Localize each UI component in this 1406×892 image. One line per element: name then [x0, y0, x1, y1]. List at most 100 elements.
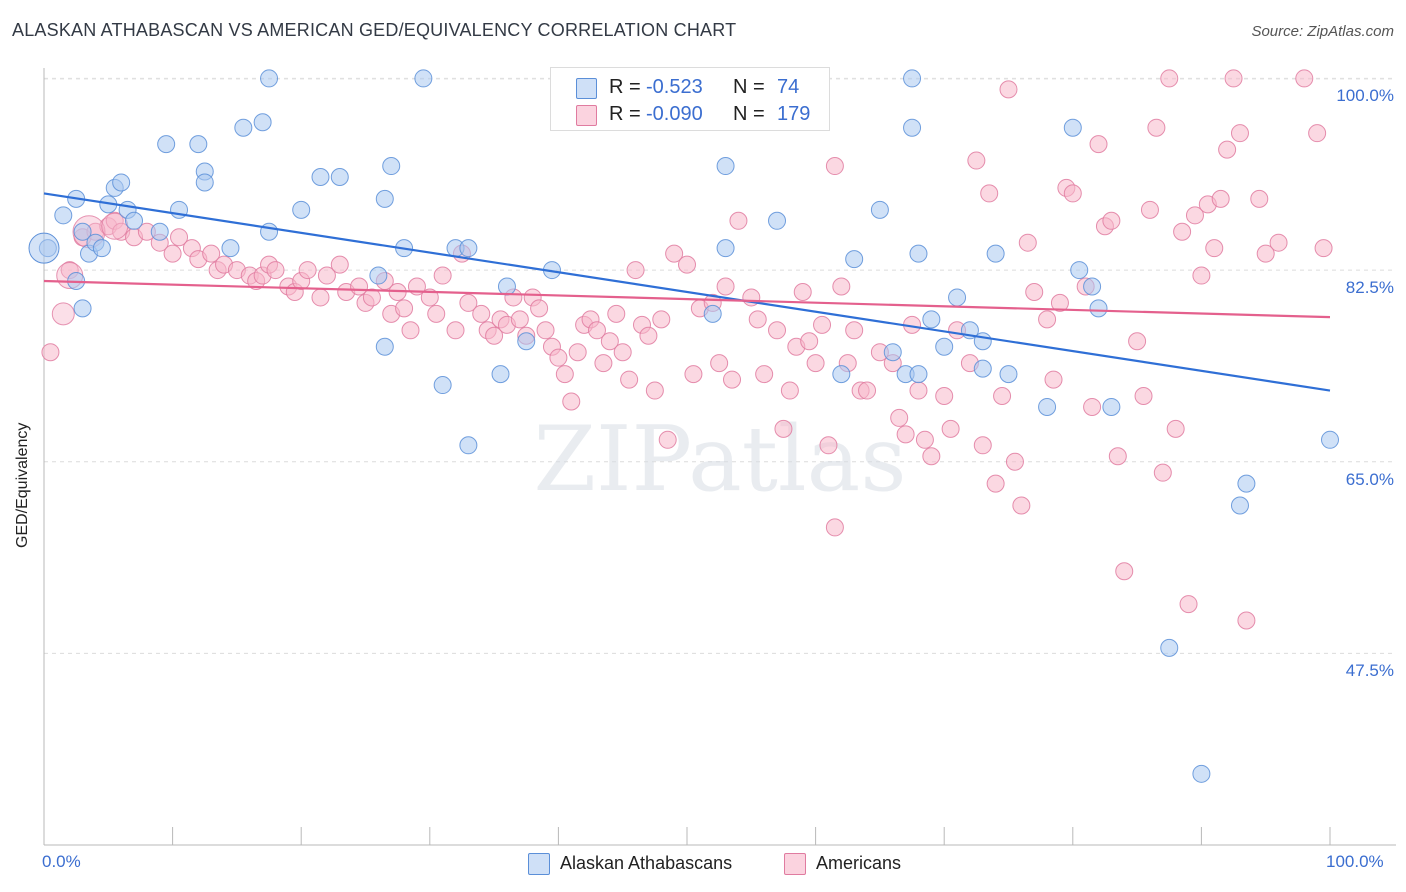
chart-title: ALASKAN ATHABASCAN VS AMERICAN GED/EQUIV…: [12, 20, 737, 40]
data-point-athabascans: [195, 173, 214, 192]
data-point-americans: [941, 419, 960, 438]
data-point-americans: [41, 343, 60, 362]
data-point-americans: [755, 365, 774, 384]
data-point-americans: [678, 255, 696, 274]
data-point-americans: [420, 288, 439, 307]
data-point-athabascans: [1192, 764, 1211, 783]
data-point-americans: [1018, 233, 1037, 252]
data-point-americans: [163, 244, 182, 263]
data-point-americans: [1063, 184, 1082, 203]
data-point-athabascans: [260, 69, 279, 88]
data-point-athabascans: [986, 244, 1005, 263]
data-point-athabascans: [973, 359, 992, 378]
correlation-legend: R = -0.523 N = 74 R = -0.090 N = 179: [550, 67, 830, 131]
data-point-athabascans: [491, 365, 510, 384]
r-label: R =: [609, 76, 641, 98]
data-point-americans: [1230, 124, 1249, 143]
data-point-americans: [1173, 222, 1192, 241]
data-point-athabascans: [1321, 430, 1339, 449]
data-point-americans: [980, 184, 999, 203]
data-point-americans: [555, 365, 574, 384]
data-point-athabascans: [845, 250, 864, 269]
data-point-americans: [613, 343, 632, 362]
data-point-americans: [1102, 211, 1121, 230]
data-point-americans: [999, 80, 1018, 99]
data-point-americans: [774, 419, 793, 438]
data-point-athabascans: [459, 239, 478, 258]
data-point-americans: [825, 518, 844, 537]
source-credit: Source: ZipAtlas.com: [1251, 23, 1394, 40]
data-point-americans: [1153, 463, 1172, 482]
data-point-americans: [813, 315, 832, 334]
data-point-athabascans: [1089, 299, 1108, 318]
data-point-americans: [896, 425, 915, 444]
data-point-athabascans: [883, 343, 902, 362]
data-point-americans: [1314, 239, 1333, 258]
data-point-americans: [1089, 135, 1108, 154]
data-point-americans: [684, 365, 703, 384]
data-point-athabascans: [703, 304, 722, 323]
data-point-americans: [594, 354, 613, 373]
data-point-americans: [1179, 595, 1198, 614]
legend-swatch-athabascans: [576, 78, 597, 99]
legend-row-athabascans: R = -0.523 N = 74: [551, 74, 829, 102]
data-point-athabascans: [1083, 277, 1102, 296]
legend-swatch-americans: [576, 105, 597, 126]
data-point-americans: [986, 474, 1005, 493]
data-point-athabascans: [1160, 638, 1179, 657]
data-point-athabascans: [260, 222, 279, 241]
data-point-americans: [780, 381, 799, 400]
series-alaskan-athabascans-points: [28, 69, 1339, 783]
data-point-americans: [1205, 239, 1224, 258]
data-point-americans: [639, 326, 658, 345]
data-point-americans: [716, 277, 735, 296]
data-point-americans: [1025, 282, 1044, 301]
data-point-athabascans: [73, 222, 92, 241]
data-point-athabascans: [935, 337, 954, 356]
data-point-athabascans: [903, 69, 922, 88]
data-point-americans: [401, 321, 420, 340]
data-point-americans: [459, 293, 478, 312]
axes: [43, 68, 1396, 846]
data-point-americans: [665, 244, 684, 263]
data-point-americans: [1128, 332, 1147, 351]
data-point-americans: [362, 288, 381, 307]
data-point-americans: [800, 332, 819, 351]
data-point-athabascans: [716, 239, 735, 258]
data-point-athabascans: [1237, 474, 1256, 493]
n-label: N =: [733, 76, 765, 98]
r-label: R =: [609, 103, 641, 125]
data-point-americans: [1044, 370, 1063, 389]
y-tick-label: 47.5%: [1345, 661, 1394, 681]
data-point-athabascans: [433, 376, 452, 395]
data-point-americans: [587, 321, 606, 340]
data-point-americans: [530, 299, 549, 318]
data-point-americans: [1147, 118, 1166, 137]
r-value: -0.523: [646, 76, 703, 98]
data-point-americans: [395, 299, 414, 318]
y-tick-label: 82.5%: [1345, 278, 1394, 298]
data-point-americans: [973, 436, 992, 455]
data-point-athabascans: [369, 266, 388, 285]
data-point-americans: [1166, 419, 1185, 438]
data-point-americans: [1211, 189, 1230, 208]
data-point-americans: [607, 304, 626, 323]
data-point-athabascans: [382, 157, 401, 176]
data-point-athabascans: [189, 135, 208, 154]
data-point-americans: [472, 304, 491, 323]
data-point-americans: [626, 261, 645, 280]
data-point-americans: [1185, 206, 1204, 225]
data-point-athabascans: [330, 167, 349, 186]
data-point-americans: [202, 244, 221, 263]
data-point-americans: [652, 310, 671, 329]
data-point-athabascans: [375, 189, 394, 208]
data-point-americans: [819, 436, 838, 455]
data-point-americans: [935, 387, 954, 406]
data-point-athabascans: [903, 118, 922, 137]
data-point-americans: [922, 447, 941, 466]
data-point-americans: [806, 354, 825, 373]
data-point-athabascans: [253, 113, 272, 132]
data-point-americans: [1256, 244, 1275, 263]
y-tick-label: 65.0%: [1345, 469, 1394, 489]
legend-label: Americans: [816, 853, 902, 873]
